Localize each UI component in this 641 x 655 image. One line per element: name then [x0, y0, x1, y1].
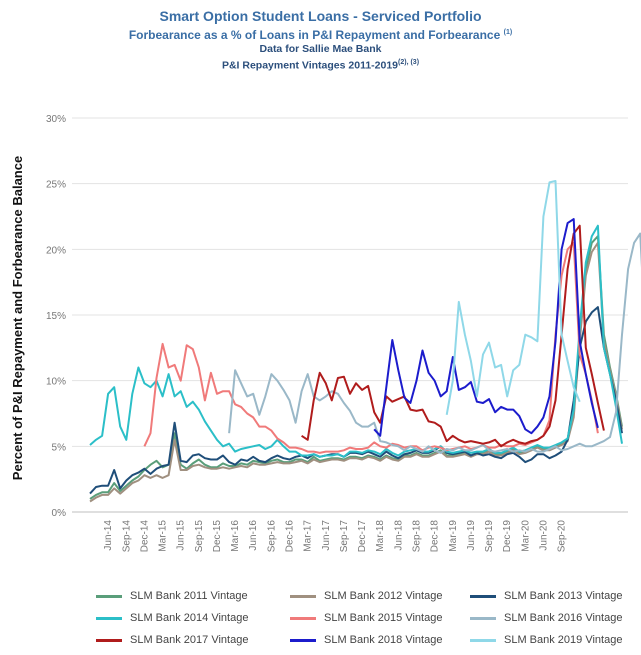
- x-tick-label: Mar-19: [448, 520, 459, 552]
- series-line-slm-bank-2013-vintage: [89, 306, 623, 495]
- x-tick-label: Mar-15: [158, 520, 169, 552]
- x-tick-label: Jun-17: [321, 520, 332, 551]
- legend-item: SLM Bank 2015 Vintage: [290, 610, 442, 626]
- subtitle-text: Forbearance as a % of Loans in P&I Repay…: [128, 28, 501, 42]
- y-tick-label: 30%: [46, 114, 66, 125]
- legend-item: SLM Bank 2011 Vintage: [96, 588, 248, 604]
- vintage-text: P&I Repayment Vintages 2011-2019: [221, 59, 399, 72]
- x-tick-label: Dec-18: [430, 520, 441, 553]
- legend-label: SLM Bank 2012 Vintage: [324, 590, 443, 602]
- series-line-slm-bank-2016-vintage: [228, 232, 641, 454]
- x-tick-label: Dec-16: [285, 520, 296, 553]
- legend-item: SLM Bank 2017 Vintage: [96, 632, 248, 648]
- x-tick-label: Dec-14: [139, 520, 150, 553]
- legend-swatch: [470, 616, 496, 620]
- legend-label: SLM Bank 2017 Vintage: [130, 634, 249, 646]
- legend-swatch: [470, 638, 496, 642]
- series-line-slm-bank-2018-vintage: [373, 218, 599, 437]
- y-tick-label: 5%: [52, 442, 67, 453]
- x-tick-label: Mar-18: [375, 520, 386, 552]
- legend-label: SLM Bank 2013 Vintage: [504, 590, 623, 602]
- series-line-slm-bank-2015-vintage: [143, 241, 599, 454]
- y-tick-label: 20%: [46, 245, 66, 256]
- chart-subtitle: Forbearance as a % of Loans in P&I Repay…: [0, 25, 641, 43]
- x-tick-label: Jun-19: [466, 520, 477, 551]
- legend-swatch: [96, 616, 122, 620]
- legend-item: SLM Bank 2019 Vintage: [470, 632, 622, 648]
- series-lines: [89, 180, 641, 503]
- line-chart: 0% 5% 10% 15% 20% 25% 30% Jun-14 Sep-14 Dec-14 Ma…: [10, 114, 641, 553]
- x-tick-label: Jun-14: [103, 520, 114, 551]
- x-tick-label: Sep-16: [266, 520, 277, 553]
- legend-item: SLM Bank 2018 Vintage: [290, 632, 442, 648]
- x-tick-label: Sep-17: [339, 520, 350, 553]
- x-tick-label: Sep-15: [194, 520, 205, 553]
- x-tick-label: Jun-18: [393, 520, 404, 551]
- chart-header: Smart Option Student Loans - Serviced Po…: [0, 8, 641, 73]
- series-line-slm-bank-2017-vintage: [301, 224, 605, 448]
- legend-swatch: [290, 616, 316, 620]
- x-tick-label: Jun-20: [538, 520, 549, 551]
- x-tick-label: Mar-17: [303, 520, 314, 552]
- legend-label: SLM Bank 2019 Vintage: [504, 634, 623, 646]
- series-line-slm-bank-2019-vintage: [445, 180, 581, 415]
- x-tick-label: Sep-20: [557, 520, 568, 553]
- legend-swatch: [96, 594, 122, 598]
- legend-swatch: [96, 638, 122, 642]
- legend-swatch: [290, 638, 316, 642]
- x-tick-label: Mar-20: [520, 520, 531, 552]
- y-axis-ticks: 0% 5% 10% 15% 20% 25% 30%: [46, 114, 66, 519]
- x-axis-ticks: Jun-14 Sep-14 Dec-14 Mar-15 Jun-15 Sep-15 Dec-…: [103, 520, 567, 553]
- legend-item: SLM Bank 2014 Vintage: [96, 610, 248, 626]
- legend-label: SLM Bank 2011 Vintage: [130, 590, 248, 602]
- series-line-slm-bank-2014-vintage: [89, 224, 623, 458]
- x-tick-label: Jun-16: [248, 520, 259, 551]
- data-source-line: Data for Sallie Mae Bank: [259, 43, 382, 55]
- legend-swatch: [290, 594, 316, 598]
- legend-label: SLM Bank 2018 Vintage: [324, 634, 443, 646]
- legend-item: SLM Bank 2016 Vintage: [470, 610, 622, 626]
- y-tick-label: 0%: [52, 508, 67, 519]
- legend-item: SLM Bank 2013 Vintage: [470, 588, 622, 604]
- legend-label: SLM Bank 2014 Vintage: [130, 612, 249, 624]
- x-tick-label: Sep-18: [411, 520, 422, 553]
- x-tick-label: Dec-19: [502, 520, 513, 553]
- chart-title: Smart Option Student Loans - Serviced Po…: [159, 8, 482, 24]
- gridlines: [72, 117, 628, 513]
- x-tick-label: Dec-17: [357, 520, 368, 553]
- vintage-line: P&I Repayment Vintages 2011-2019(2), (3): [0, 56, 641, 73]
- x-tick-label: Sep-14: [121, 520, 132, 553]
- y-axis-label: Percent of P&I Repayment and Forbearance…: [10, 156, 25, 480]
- x-tick-label: Jun-15: [176, 520, 187, 551]
- subtitle-footnote: (1): [503, 29, 513, 36]
- legend-swatch: [470, 594, 496, 598]
- vintage-footnote: (2), (3): [398, 59, 420, 66]
- y-tick-label: 15%: [46, 311, 66, 322]
- legend-item: SLM Bank 2012 Vintage: [290, 588, 442, 604]
- y-tick-label: 10%: [46, 377, 66, 388]
- legend-label: SLM Bank 2015 Vintage: [324, 612, 443, 624]
- y-tick-label: 25%: [46, 180, 66, 191]
- x-tick-label: Mar-16: [230, 520, 241, 552]
- legend-label: SLM Bank 2016 Vintage: [504, 612, 623, 624]
- x-tick-label: Sep-19: [484, 520, 495, 553]
- x-tick-label: Dec-15: [212, 520, 223, 553]
